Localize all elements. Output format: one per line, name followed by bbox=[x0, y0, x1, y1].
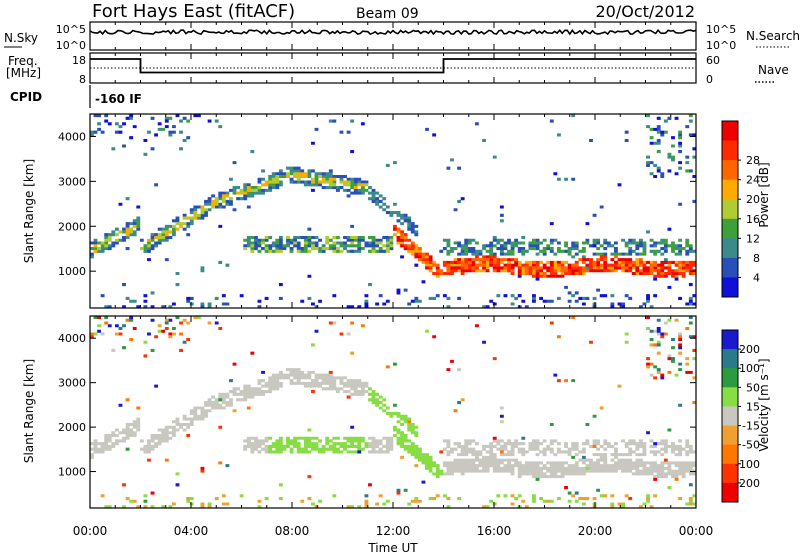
date-title: 20/Oct/2012 bbox=[595, 2, 695, 21]
power-cells-ff2a00 bbox=[393, 224, 697, 278]
velocity-colorbar: 200 100 50 15 -15 -50 -100 -200 bbox=[721, 329, 760, 503]
power-cells-ee0000 bbox=[393, 227, 697, 278]
power-cells-3c8a8a bbox=[90, 114, 697, 309]
velocity-colorbar-label-3: 15 bbox=[746, 400, 760, 413]
velocity-colorbar-swatch-2 bbox=[722, 368, 738, 388]
power-colorbar-swatch-5 bbox=[722, 218, 738, 239]
noise-left-label: N.Sky bbox=[4, 31, 38, 45]
power-colorbar-label-0: 4 bbox=[753, 271, 760, 284]
freq-left-label-2: [MHz] bbox=[6, 66, 41, 80]
velocity-colorbar-label-1: 100 bbox=[739, 362, 760, 375]
freq-right-tick-bottom: 0 bbox=[706, 73, 713, 86]
velocity-colorbar-label-2: 50 bbox=[746, 381, 760, 394]
power-colorbar-label-6: 28 bbox=[746, 154, 760, 167]
velocity-y-ticks: 1000 2000 3000 4000 bbox=[58, 332, 696, 479]
power-y-ticks: 1000 2000 3000 4000 bbox=[58, 130, 696, 278]
noise-right-tick-bottom: 10^0 bbox=[706, 39, 736, 52]
power-colorbar-swatch-2 bbox=[722, 160, 738, 181]
freq-left-tick-top: 18 bbox=[72, 54, 86, 67]
velocity-colorbar-label-6: -100 bbox=[735, 458, 760, 471]
velocity-colorbar-swatch-5 bbox=[722, 425, 738, 446]
velocity-colorbar-swatch-6 bbox=[722, 444, 738, 465]
power-ylabel: Slant Range [km] bbox=[22, 159, 36, 263]
velocity-colorbar-label-4: -15 bbox=[742, 420, 760, 433]
velocity-colorbar-label-0: 200 bbox=[739, 343, 760, 356]
station-title: Fort Hays East (fitACF) bbox=[92, 1, 295, 22]
power-ytick-label-1: 2000 bbox=[58, 220, 86, 233]
power-colorbar: 4 8 12 16 20 24 28 bbox=[721, 120, 760, 298]
velocity-heatmap bbox=[90, 316, 697, 509]
time-tick-label-3: 12:00 bbox=[376, 524, 411, 538]
velocity-colorbar-swatch-8 bbox=[722, 482, 738, 503]
velocity-ytick-label-3: 4000 bbox=[58, 332, 86, 345]
velocity-colorbar-swatch-4 bbox=[722, 406, 738, 426]
time-tick-label-0: 00:00 bbox=[73, 524, 108, 538]
noise-left-tick-bottom: 10^0 bbox=[56, 39, 86, 52]
freq-right-tick-top: 60 bbox=[706, 54, 720, 67]
velocity-cells-88dd44 bbox=[93, 316, 697, 509]
frequency-series bbox=[90, 58, 696, 74]
power-colorbar-label-4: 20 bbox=[746, 193, 760, 206]
power-heatmap bbox=[90, 114, 697, 309]
noise-sky-series bbox=[89, 28, 697, 36]
power-colorbar-swatch-1 bbox=[722, 140, 738, 161]
power-colorbar-label: Power [dB] bbox=[757, 162, 771, 227]
power-colorbar-swatch-7 bbox=[722, 257, 738, 278]
power-cells-3da03d bbox=[90, 114, 693, 256]
velocity-colorbar-swatch-7 bbox=[722, 463, 738, 484]
power-colorbar-swatch-8 bbox=[722, 277, 738, 298]
freq-right-label: Nave bbox=[758, 63, 789, 77]
time-axis-label: Time UT bbox=[367, 541, 418, 554]
power-panel: 1000 2000 3000 4000 Slant Range [km] 4 8 12 16… bbox=[22, 113, 771, 309]
velocity-colorbar-swatch-0 bbox=[722, 330, 738, 350]
time-tick-label-6: 00:00 bbox=[679, 524, 714, 538]
power-colorbar-swatch-0 bbox=[722, 121, 738, 141]
power-colorbar-swatch-6 bbox=[722, 238, 738, 259]
power-cells-ff6600 bbox=[396, 227, 697, 278]
power-colorbar-label-1: 8 bbox=[753, 252, 760, 265]
velocity-colorbar-frame bbox=[721, 329, 739, 503]
velocity-colorbar-label: Velocity [m s⁻¹] bbox=[757, 358, 771, 451]
velocity-ytick-label-2: 3000 bbox=[58, 377, 86, 390]
time-tick-label-5: 20:00 bbox=[578, 524, 613, 538]
beam-title: Beam 09 bbox=[356, 6, 419, 22]
power-colorbar-swatch-4 bbox=[722, 199, 738, 220]
velocity-colorbar-swatch-3 bbox=[722, 387, 738, 407]
cpid-row: CPID -160 IF bbox=[10, 85, 142, 108]
velocity-colorbar-label-5: -50 bbox=[742, 439, 760, 452]
noise-left-tick-top: 10^5 bbox=[56, 23, 86, 36]
velocity-ytick-label-1: 2000 bbox=[58, 421, 86, 434]
cpid-label: CPID bbox=[10, 90, 42, 104]
power-ytick-label-3: 4000 bbox=[58, 130, 86, 143]
power-colorbar-label-5: 24 bbox=[746, 174, 760, 187]
freq-left-tick-bottom: 8 bbox=[79, 73, 86, 86]
power-ytick-label-0: 1000 bbox=[58, 265, 86, 278]
time-tick-label-4: 16:00 bbox=[477, 524, 512, 538]
freq-left-label-1: Freq. bbox=[8, 54, 38, 68]
cpid-value: -160 IF bbox=[95, 92, 142, 106]
noise-right-tick-top: 10^5 bbox=[706, 23, 736, 36]
velocity-ylabel: Slant Range [km] bbox=[22, 359, 36, 463]
power-colorbar-frame bbox=[721, 120, 739, 298]
time-axis: 00:00 04:00 08:00 12:00 16:00 20:00 00:00 bbox=[73, 22, 714, 538]
velocity-cells-ff3300 bbox=[90, 321, 697, 501]
velocity-colorbar-label-7: -200 bbox=[735, 477, 760, 490]
noise-right-label: N.Search bbox=[746, 29, 800, 43]
power-colorbar-label-2: 12 bbox=[746, 232, 760, 245]
noise-panel: N.Sky 10^5 10^0 10^5 10^0 N.Search bbox=[4, 21, 800, 52]
velocity-panel: 1000 2000 3000 4000 Slant Range [km] 200 100… bbox=[22, 315, 771, 509]
power-colorbar-label-3: 16 bbox=[746, 213, 760, 226]
frequency-panel: Freq. [MHz] 18 8 60 0 Nave bbox=[6, 52, 789, 86]
time-tick-label-1: 04:00 bbox=[174, 524, 209, 538]
power-ytick-label-2: 3000 bbox=[58, 175, 86, 188]
power-colorbar-swatch-3 bbox=[722, 179, 738, 200]
velocity-cells-c8c8c0 bbox=[90, 321, 697, 479]
time-tick-label-2: 08:00 bbox=[275, 524, 310, 538]
velocity-ytick-label-0: 1000 bbox=[58, 466, 86, 479]
velocity-colorbar-swatch-1 bbox=[722, 349, 738, 369]
